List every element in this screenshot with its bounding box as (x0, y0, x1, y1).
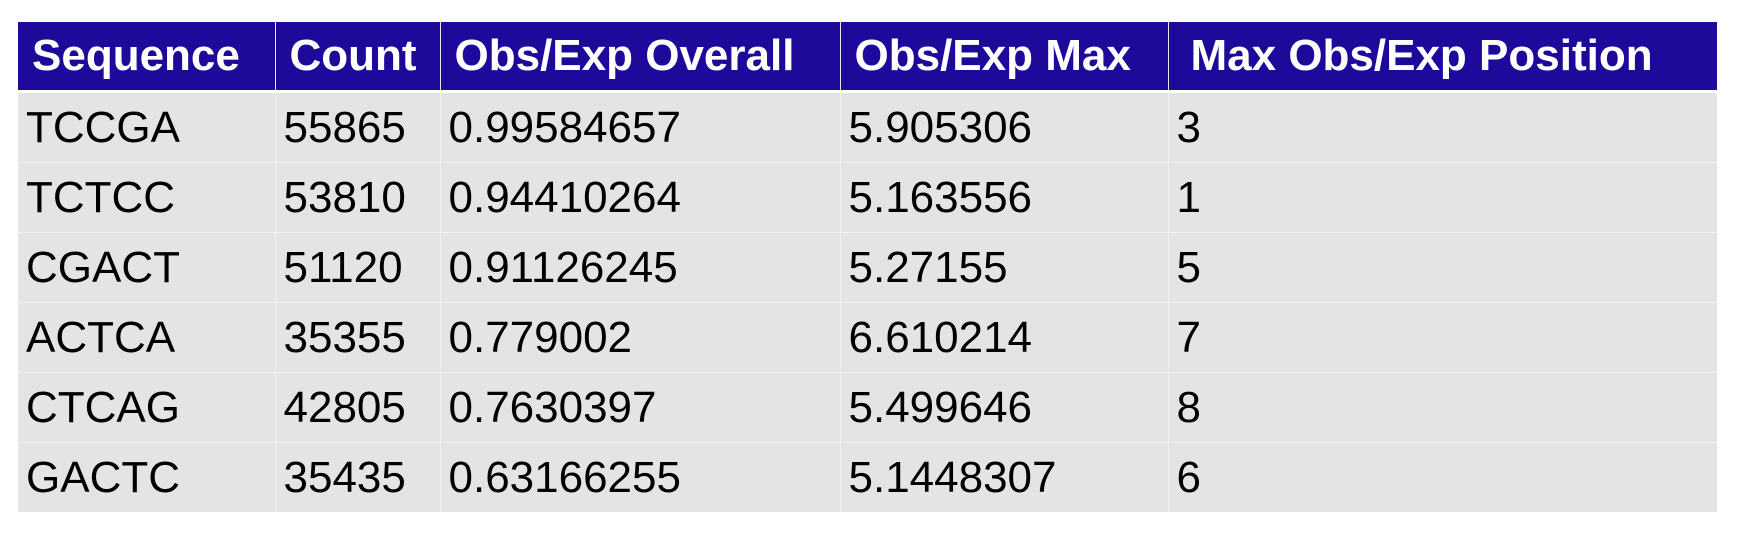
cell-obs-exp-overall: 0.99584657 (440, 91, 841, 163)
column-header-count: Count (275, 22, 441, 93)
cell-obs-exp-max: 5.163556 (840, 162, 1169, 233)
cell-max-position: 7 (1168, 302, 1717, 373)
cell-count: 35355 (275, 302, 441, 373)
cell-sequence: TCTCC (18, 162, 276, 233)
table-row: CTCAG 42805 0.7630397 5.499646 8 (18, 372, 1717, 443)
column-header-sequence: Sequence (18, 22, 276, 93)
table-row: GACTC 35435 0.63166255 5.1448307 6 (18, 442, 1717, 512)
column-header-max-obs-exp-position: Max Obs/Exp Position (1168, 22, 1717, 93)
column-header-obs-exp-max: Obs/Exp Max (840, 22, 1169, 93)
kmer-table-container: Sequence Count Obs/Exp Overall Obs/Exp M… (18, 22, 1717, 512)
cell-obs-exp-overall: 0.779002 (440, 302, 841, 373)
cell-count: 51120 (275, 232, 441, 303)
cell-obs-exp-max: 5.499646 (840, 372, 1169, 443)
table-row: TCTCC 53810 0.94410264 5.163556 1 (18, 162, 1717, 233)
cell-count: 35435 (275, 442, 441, 512)
cell-count: 42805 (275, 372, 441, 443)
cell-obs-exp-overall: 0.94410264 (440, 162, 841, 233)
cell-count: 55865 (275, 91, 441, 163)
cell-obs-exp-max: 5.905306 (840, 91, 1169, 163)
cell-count: 53810 (275, 162, 441, 233)
cell-obs-exp-max: 6.610214 (840, 302, 1169, 373)
cell-sequence: CGACT (18, 232, 276, 303)
column-header-obs-exp-overall: Obs/Exp Overall (440, 22, 841, 93)
cell-obs-exp-max: 5.27155 (840, 232, 1169, 303)
cell-obs-exp-overall: 0.7630397 (440, 372, 841, 443)
cell-max-position: 5 (1168, 232, 1717, 303)
cell-sequence: TCCGA (18, 91, 276, 163)
kmer-table: Sequence Count Obs/Exp Overall Obs/Exp M… (18, 22, 1717, 512)
cell-sequence: CTCAG (18, 372, 276, 443)
cell-obs-exp-overall: 0.91126245 (440, 232, 841, 303)
cell-obs-exp-overall: 0.63166255 (440, 442, 841, 512)
cell-sequence: GACTC (18, 442, 276, 512)
table-row: TCCGA 55865 0.99584657 5.905306 3 (18, 91, 1717, 163)
table-header-row: Sequence Count Obs/Exp Overall Obs/Exp M… (18, 22, 1717, 93)
cell-max-position: 1 (1168, 162, 1717, 233)
cell-max-position: 6 (1168, 442, 1717, 512)
table-row: ACTCA 35355 0.779002 6.610214 7 (18, 302, 1717, 373)
cell-obs-exp-max: 5.1448307 (840, 442, 1169, 512)
cell-max-position: 8 (1168, 372, 1717, 443)
cell-sequence: ACTCA (18, 302, 276, 373)
cell-max-position: 3 (1168, 91, 1717, 163)
table-row: CGACT 51120 0.91126245 5.27155 5 (18, 232, 1717, 303)
